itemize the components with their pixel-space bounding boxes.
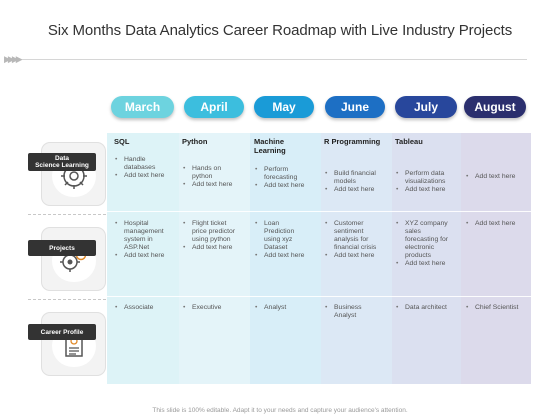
project-cell: XYZ company sales forecasting for electr… bbox=[395, 220, 449, 268]
bullet-item: Build financial models bbox=[325, 170, 380, 186]
bullet-item: Add text here bbox=[255, 182, 308, 190]
bullet-item: Data architect bbox=[396, 304, 449, 312]
month-august: August bbox=[464, 96, 526, 118]
career-cell: Executive bbox=[182, 304, 236, 312]
project-cell: Loan Prediction using xyz DatasetAdd tex… bbox=[254, 220, 308, 260]
column-header: Python bbox=[182, 137, 208, 146]
slide-title: Six Months Data Analytics Career Roadmap… bbox=[47, 22, 513, 39]
career-cell: Business Analyst bbox=[324, 304, 380, 320]
bullet-item: Add text here bbox=[115, 252, 170, 260]
column-header: SQL bbox=[114, 137, 130, 146]
month-june: June bbox=[325, 96, 385, 118]
bullet-item: Add text here bbox=[325, 252, 380, 260]
bullet-item: Chief Scientist bbox=[466, 304, 525, 312]
project-cell: Customer sentiment analysis for financia… bbox=[324, 220, 380, 260]
row-label-career: Career Profile bbox=[28, 324, 96, 340]
projects-tile bbox=[42, 228, 105, 290]
row-divider bbox=[107, 211, 531, 212]
bullet-item: Hands on python bbox=[183, 165, 236, 181]
career-cell: Chief Scientist bbox=[465, 304, 525, 312]
month-april: April bbox=[184, 96, 244, 118]
bullet-item: Hospital management system in ASP.Net bbox=[115, 220, 170, 252]
bullet-item: Flight ticket price predictor using pyth… bbox=[183, 220, 236, 244]
bullet-item: Add text here bbox=[255, 252, 308, 260]
bullet-item: Add text here bbox=[396, 186, 449, 194]
bullet-item: Add text here bbox=[325, 186, 380, 194]
row-divider bbox=[107, 296, 531, 297]
column-august bbox=[461, 133, 531, 384]
month-july: July bbox=[395, 96, 457, 118]
row-label-projects: Projects bbox=[28, 240, 96, 256]
arrow-decoration-icon: ▶▶▶▶ bbox=[4, 54, 23, 64]
month-march: March bbox=[111, 96, 174, 118]
learning-cell: Handle databasesAdd text here bbox=[114, 156, 170, 180]
row-label-learning: Data Science Learning bbox=[28, 153, 96, 171]
bullet-item: Customer sentiment analysis for financia… bbox=[325, 220, 380, 252]
learning-cell: Perform data visualizationsAdd text here bbox=[395, 170, 449, 194]
bullet-item: Associate bbox=[115, 304, 170, 312]
column-header: R Programming bbox=[324, 137, 381, 146]
learning-cell: Hands on pythonAdd text here bbox=[182, 165, 236, 189]
footer-note: This slide is 100% editable. Adapt it to… bbox=[152, 407, 408, 414]
bullet-item: Add text here bbox=[115, 172, 170, 180]
project-cell: Add text here bbox=[465, 220, 525, 228]
learning-cell: Build financial modelsAdd text here bbox=[324, 170, 380, 194]
month-may: May bbox=[254, 96, 314, 118]
learning-cell: Perform forecastingAdd text here bbox=[254, 166, 308, 190]
title-rule bbox=[22, 59, 527, 60]
bullet-item: Loan Prediction using xyz Dataset bbox=[255, 220, 308, 252]
bullet-item: Executive bbox=[183, 304, 236, 312]
career-tile bbox=[42, 313, 105, 375]
career-cell: Analyst bbox=[254, 304, 308, 312]
career-cell: Associate bbox=[114, 304, 170, 312]
column-header: Machine Learning bbox=[254, 137, 286, 155]
project-cell: Hospital management system in ASP.NetAdd… bbox=[114, 220, 170, 260]
bullet-item: Handle databases bbox=[115, 156, 170, 172]
bullet-item: Add text here bbox=[183, 181, 236, 189]
bullet-item: Business Analyst bbox=[325, 304, 380, 320]
bullet-item: Add text here bbox=[466, 220, 525, 228]
bullet-item: XYZ company sales forecasting for electr… bbox=[396, 220, 449, 260]
bullet-item: Add text here bbox=[396, 260, 449, 268]
bullet-item: Perform data visualizations bbox=[396, 170, 449, 186]
project-cell: Flight ticket price predictor using pyth… bbox=[182, 220, 236, 252]
bullet-item: Analyst bbox=[255, 304, 308, 312]
row-divider-dashed bbox=[28, 299, 106, 300]
column-header: Tableau bbox=[395, 137, 423, 146]
bullet-item: Add text here bbox=[183, 244, 236, 252]
career-cell: Data architect bbox=[395, 304, 449, 312]
learning-cell: Add text here bbox=[465, 173, 525, 181]
row-divider-dashed bbox=[28, 214, 106, 215]
bullet-item: Add text here bbox=[466, 173, 525, 181]
bullet-item: Perform forecasting bbox=[255, 166, 308, 182]
